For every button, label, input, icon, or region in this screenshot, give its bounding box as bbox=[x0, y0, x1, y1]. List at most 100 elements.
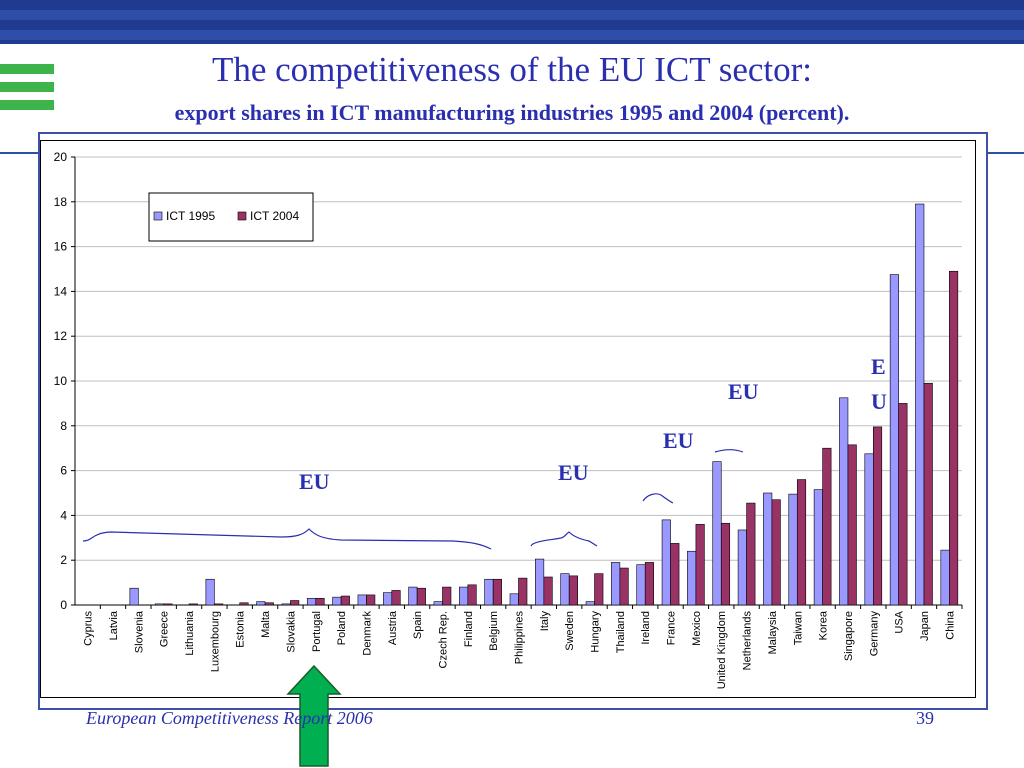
bar-ict1995 bbox=[839, 397, 849, 606]
slide-subtitle: export shares in ICT manufacturing indus… bbox=[174, 100, 850, 125]
x-tick-label: Singapore bbox=[843, 611, 855, 661]
bar-ict2004 bbox=[594, 573, 604, 606]
bar-ict2004 bbox=[416, 587, 426, 606]
bar-ict2004 bbox=[391, 590, 401, 606]
bar-ict1995 bbox=[357, 594, 367, 606]
y-tick-label: 6 bbox=[60, 464, 67, 478]
bar-ict1995 bbox=[763, 492, 773, 606]
bar-ict2004 bbox=[670, 543, 680, 606]
x-tick-label: Belgium bbox=[488, 611, 500, 651]
bar-ict1995 bbox=[788, 493, 798, 606]
bar-ict2004 bbox=[163, 603, 173, 606]
bar-ict2004 bbox=[340, 595, 350, 606]
bar-ict1995 bbox=[737, 529, 747, 606]
bar-ict2004 bbox=[543, 576, 553, 606]
x-tick-label: Malta bbox=[260, 610, 272, 638]
y-tick-label: 8 bbox=[60, 419, 67, 433]
x-tick-label: Czech Rep. bbox=[437, 611, 449, 668]
bar-ict1995 bbox=[535, 558, 545, 606]
y-tick-label: 4 bbox=[60, 508, 67, 522]
bar-ict2004 bbox=[822, 447, 832, 606]
bar-ict1995 bbox=[560, 573, 570, 606]
bar-ict1995 bbox=[382, 592, 393, 606]
x-tick-label: USA bbox=[894, 610, 906, 633]
green-accent-bars bbox=[0, 64, 54, 118]
bar-ict1995 bbox=[940, 549, 950, 606]
bar-ict2004 bbox=[720, 522, 731, 606]
bar-ict1995 bbox=[611, 562, 621, 606]
bar-ict2004 bbox=[467, 584, 477, 606]
x-tick-label: China bbox=[944, 610, 956, 640]
bar-ict1995 bbox=[205, 578, 215, 606]
legend-label-ict2004: ICT 2004 bbox=[250, 209, 299, 223]
x-tick-label: Slovakia bbox=[285, 610, 297, 652]
green-arrow-icon bbox=[286, 664, 342, 767]
eu-label: EU bbox=[299, 469, 330, 494]
x-tick-label: France bbox=[666, 611, 678, 645]
bar-ict2004 bbox=[746, 502, 756, 606]
x-tick-label: Sweden bbox=[564, 611, 576, 651]
y-tick-label: 12 bbox=[54, 329, 68, 343]
y-tick-label: 16 bbox=[54, 240, 68, 254]
eu-label: U bbox=[871, 389, 887, 414]
bar-ict2004 bbox=[796, 479, 807, 606]
y-tick-label: 20 bbox=[54, 150, 68, 164]
eu-label: EU bbox=[558, 460, 589, 485]
eu-brace bbox=[714, 449, 744, 453]
x-tick-label: Lithuania bbox=[184, 610, 196, 656]
x-tick-label: Austria bbox=[387, 610, 399, 645]
bar-chart: 0 2 4 6 8 10 12 14 16 18 20 Cyprus Latvia Slovenia Gre… bbox=[54, 150, 963, 689]
x-tick-label: Spain bbox=[412, 611, 424, 639]
bar-ict2004 bbox=[923, 382, 933, 606]
bar-ict1995 bbox=[636, 564, 646, 606]
bar-ict1995 bbox=[889, 274, 899, 606]
eu-brace bbox=[530, 531, 598, 547]
bar-ict2004 bbox=[872, 426, 883, 606]
x-tick-label: Poland bbox=[336, 611, 348, 645]
x-tick-label: Cyprus bbox=[83, 611, 95, 646]
page-number: 39 bbox=[916, 708, 934, 728]
bar-ict1995 bbox=[509, 593, 519, 606]
eu-brace bbox=[82, 528, 492, 550]
bar-ict2004 bbox=[518, 577, 528, 606]
x-tick-label: Korea bbox=[818, 610, 830, 640]
bar-ict1995 bbox=[408, 586, 418, 606]
bar-ict1995 bbox=[281, 603, 291, 606]
slide-title: The competitiveness of the EU ICT sector… bbox=[211, 50, 813, 89]
eu-label: E bbox=[871, 354, 886, 379]
eu-label: EU bbox=[663, 428, 694, 453]
bar-ict2004 bbox=[568, 575, 578, 606]
bar-ict2004 bbox=[315, 597, 325, 606]
eu-brace bbox=[642, 493, 674, 504]
x-tick-label: Slovenia bbox=[133, 610, 145, 653]
bar-ict2004 bbox=[847, 444, 857, 606]
x-tick-label: Estonia bbox=[235, 610, 247, 648]
bar-ict1995 bbox=[154, 603, 164, 606]
x-tick-label: Mexico bbox=[691, 611, 703, 646]
bar-ict1995 bbox=[332, 596, 342, 606]
bar-ict2004 bbox=[771, 499, 781, 606]
x-tick-label: Malaysia bbox=[767, 610, 779, 654]
legend-swatch-ict2004 bbox=[237, 211, 247, 221]
bar-ict1995 bbox=[306, 597, 317, 606]
x-tick-label: Germany bbox=[868, 611, 880, 657]
x-tick-label: Japan bbox=[919, 611, 931, 641]
bar-ict2004 bbox=[949, 270, 959, 606]
bar-ict1995 bbox=[433, 601, 443, 606]
bar-ict1995 bbox=[813, 489, 823, 606]
x-tick-label: Latvia bbox=[108, 610, 120, 640]
x-tick-label: Portugal bbox=[311, 611, 323, 652]
bar-ict2004 bbox=[442, 586, 452, 606]
bar-ict2004 bbox=[644, 562, 655, 606]
legend-label-ict1995: ICT 1995 bbox=[166, 209, 215, 223]
bar-ict1995 bbox=[256, 601, 266, 606]
x-tick-label: Denmark bbox=[361, 611, 373, 656]
x-tick-label: Greece bbox=[159, 611, 171, 647]
bar-ict1995 bbox=[459, 586, 469, 606]
x-tick-label: Italy bbox=[539, 611, 551, 632]
y-tick-label: 10 bbox=[54, 374, 68, 388]
y-tick-label: 2 bbox=[60, 553, 67, 567]
x-tick-label: Thailand bbox=[615, 611, 627, 653]
bar-ict1995 bbox=[484, 578, 494, 606]
bar-ict1995 bbox=[585, 601, 595, 606]
